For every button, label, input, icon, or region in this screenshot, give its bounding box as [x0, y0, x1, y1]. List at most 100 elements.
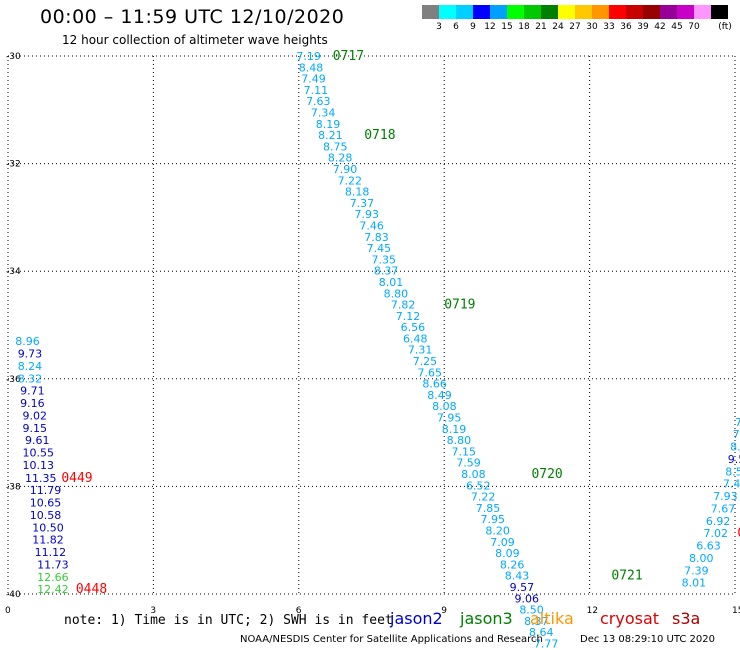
- y-tick-label: -38: [6, 482, 21, 492]
- data-point: 8.24: [18, 360, 43, 373]
- data-point: 11.35: [25, 472, 57, 485]
- credit-text: NOAA/NESDIS Center for Satellite Applica…: [240, 634, 543, 645]
- data-point: 8.37: [524, 615, 549, 628]
- data-point: 8.28: [328, 152, 353, 165]
- data-point: 8.53: [725, 465, 740, 478]
- legend-swatch: [694, 5, 711, 19]
- legend-swatch: [439, 5, 456, 19]
- legend-label: 12: [484, 22, 496, 32]
- y-tick-label: -30: [6, 52, 21, 62]
- data-point: 7.34: [311, 106, 336, 119]
- legend-swatch: [524, 5, 541, 19]
- legend-label: 36: [620, 22, 632, 32]
- data-point: 7.49: [301, 73, 326, 86]
- y-tick-label: -36: [6, 375, 21, 385]
- time-label: 0717: [333, 49, 364, 64]
- data-point: 8.96: [15, 335, 40, 348]
- data-point: 7.11: [304, 84, 329, 97]
- data-point: 8.64: [529, 626, 554, 639]
- legend-label: 27: [569, 22, 581, 32]
- time-label: 0: [737, 526, 740, 541]
- timestamp-text: Dec 13 08:29:10 UTC 2020: [580, 634, 715, 645]
- legend-swatch: [643, 5, 660, 19]
- data-point: 7.46: [359, 219, 384, 232]
- data-point: 9.71: [20, 385, 45, 398]
- data-point: 9.02: [23, 409, 48, 422]
- y-tick-label: -34: [6, 267, 21, 277]
- data-point: 9.16: [20, 397, 45, 410]
- legend-label: 42: [654, 22, 666, 32]
- data-point: 7.19: [296, 50, 321, 63]
- data-point: 7.39: [684, 564, 709, 577]
- data-point: 8.01: [682, 577, 707, 590]
- grid-lines: [7, 55, 736, 595]
- data-point: 7.85: [476, 502, 501, 515]
- data-point: 8.01: [379, 276, 404, 289]
- data-point: 7.15: [451, 445, 476, 458]
- legend-swatch: [541, 5, 558, 19]
- satellite-label: cryosat: [600, 609, 660, 628]
- x-tick-label: 9: [441, 606, 447, 616]
- chart-subtitle: 12 hour collection of altimeter wave hei…: [62, 33, 328, 47]
- y-tick-label: -32: [6, 160, 21, 170]
- data-point: 8.50: [519, 604, 544, 617]
- data-point: 7.02: [703, 527, 728, 540]
- data-point: 8.00: [689, 552, 714, 565]
- data-point: 7.65: [418, 366, 443, 379]
- data-point: 7.95: [481, 513, 506, 526]
- data-point: 9.15: [23, 422, 48, 435]
- data-point: 7.77: [534, 637, 559, 650]
- data-point: 7.31: [408, 344, 433, 357]
- data-point: 8.37: [374, 265, 399, 278]
- legend-swatch: [592, 5, 609, 19]
- data-point: 10.13: [23, 459, 55, 472]
- legend-label: 70: [688, 22, 700, 32]
- data-point: 12.66: [37, 571, 69, 584]
- data-point: 8.21: [318, 129, 343, 142]
- data-point: 7.22: [471, 491, 496, 504]
- satellite-label: jason3: [460, 609, 513, 628]
- data-point: 8.32: [18, 372, 43, 385]
- data-point: 6.56: [401, 321, 426, 334]
- time-label: 0718: [364, 128, 395, 143]
- data-point: 8.43: [505, 570, 530, 583]
- data-point: 7.67: [711, 502, 736, 515]
- legend-swatch: [422, 5, 439, 19]
- data-point: 7.93: [713, 490, 738, 503]
- data-marks: 8.969.738.248.329.719.169.029.159.6110.5…: [15, 49, 740, 650]
- data-point: 8.19: [442, 423, 467, 436]
- satellite-label: altika: [530, 609, 574, 628]
- data-point: 10.55: [23, 447, 55, 460]
- data-point: 11.12: [35, 546, 66, 559]
- legend-swatch: [626, 5, 643, 19]
- data-point: 10.58: [30, 509, 61, 522]
- legend-swatch: [660, 5, 677, 19]
- x-tick-label: 6: [296, 606, 302, 616]
- legend-swatch: [490, 5, 507, 19]
- data-point: 8.18: [345, 186, 370, 199]
- satellite-label: s3a: [672, 609, 701, 628]
- x-tick-label: 15: [732, 606, 740, 616]
- legend-label: 9: [470, 22, 476, 32]
- data-point: 7: [733, 428, 740, 441]
- data-point: 9.73: [18, 348, 43, 361]
- satellite-label: jason2: [390, 609, 443, 628]
- legend-swatch: [473, 5, 490, 19]
- legend-swatch: [711, 5, 728, 19]
- data-point: 8.08: [461, 468, 486, 481]
- data-point: 11.82: [32, 534, 64, 547]
- x-tick-label: 0: [5, 606, 11, 616]
- data-point: 8.19: [316, 118, 341, 131]
- data-point: 9.61: [25, 434, 50, 447]
- chart-title: 00:00 – 11:59 UTC 12/10/2020: [40, 6, 345, 28]
- data-point: 7.83: [364, 231, 389, 244]
- data-point: 8.20: [485, 525, 510, 538]
- legend-swatch: [677, 5, 694, 19]
- data-point: 8.48: [299, 61, 324, 74]
- time-label: 0448: [76, 582, 107, 597]
- legend-label: 3: [436, 22, 442, 32]
- data-point: 7.82: [391, 299, 416, 312]
- data-point: 7.12: [396, 310, 421, 323]
- data-point: 7.22: [338, 174, 363, 187]
